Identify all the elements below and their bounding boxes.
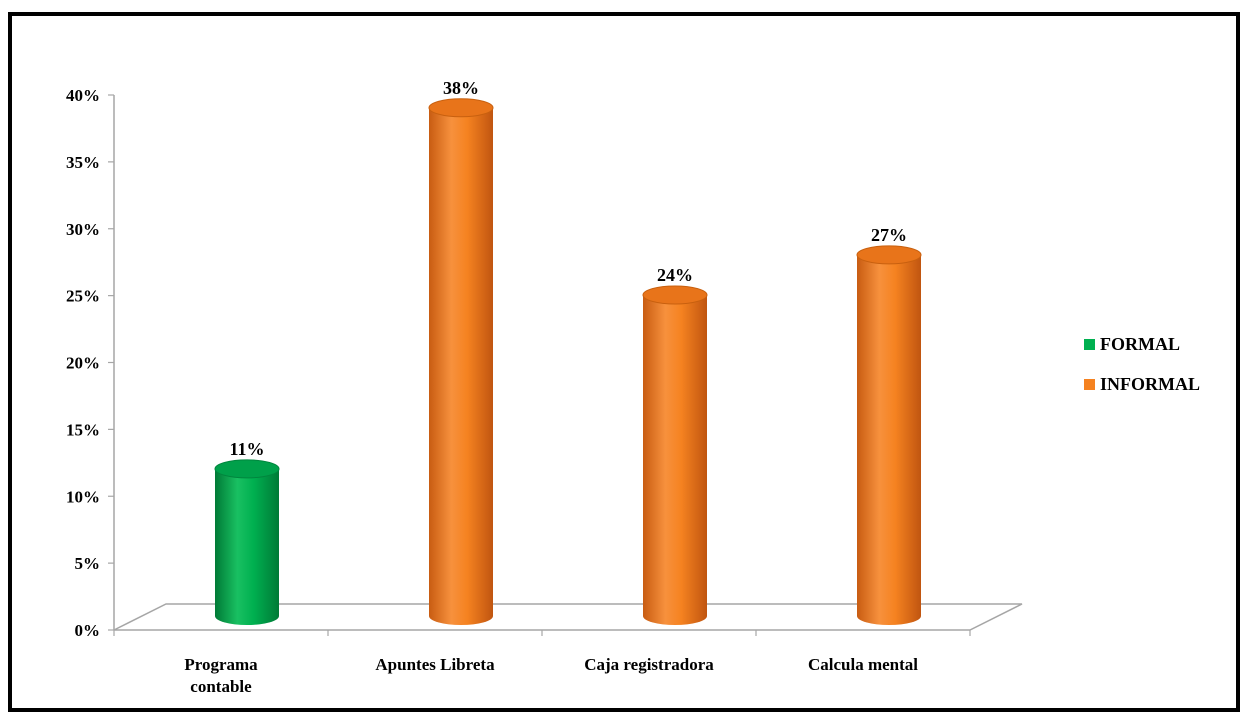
legend-label: INFORMAL	[1100, 374, 1200, 394]
legend-swatch	[1084, 379, 1095, 390]
legend-swatch	[1084, 339, 1095, 350]
y-tick-label: 30%	[66, 220, 100, 239]
legend-item-informal: INFORMAL	[1084, 374, 1200, 394]
bar-top	[856, 245, 922, 265]
data-labels: 11% 38% 24% 27%	[229, 78, 907, 459]
legend-item-formal: FORMAL	[1084, 334, 1180, 354]
y-tick-label: 5%	[75, 554, 101, 573]
chart-frame: 0% 5% 10% 15% 20% 25% 30% 35% 40% Programa contab…	[8, 12, 1240, 712]
category-label: Calcula mental	[808, 655, 918, 674]
y-tick-label: 15%	[66, 420, 100, 439]
y-tick-label: 0%	[75, 621, 101, 640]
bar-body	[857, 254, 921, 625]
y-tick-label: 40%	[66, 86, 100, 105]
y-tick-label: 35%	[66, 153, 100, 172]
category-label: Caja registradora	[584, 655, 714, 674]
bar-body	[215, 468, 279, 625]
bar-top	[214, 459, 280, 479]
bar-2	[642, 285, 708, 625]
y-tick-label: 10%	[66, 487, 100, 506]
bar-0	[214, 459, 280, 625]
legend-label: FORMAL	[1100, 334, 1180, 354]
bar-top	[642, 285, 708, 305]
data-label: 27%	[871, 225, 907, 245]
legend: FORMAL INFORMAL	[1084, 334, 1200, 394]
bar-body	[429, 107, 493, 625]
y-tick-label: 20%	[66, 354, 100, 373]
x-axis-categories: Programa contable Apuntes Libreta Caja regi…	[184, 655, 918, 696]
bar-chart: 0% 5% 10% 15% 20% 25% 30% 35% 40% Programa contab…	[66, 78, 1200, 696]
bar-body	[643, 295, 707, 625]
chart-floor	[113, 603, 1023, 631]
bar-3	[856, 245, 922, 625]
bars	[214, 98, 922, 625]
y-axis-ticks: 0% 5% 10% 15% 20% 25% 30% 35% 40%	[66, 86, 114, 640]
y-tick-label: 25%	[66, 287, 100, 306]
bar-1	[428, 98, 494, 625]
data-label: 11%	[229, 439, 264, 459]
category-label: Apuntes Libreta	[375, 655, 495, 674]
bar-top	[428, 98, 494, 118]
category-label: Programa contable	[184, 655, 258, 696]
data-label: 38%	[443, 78, 479, 98]
data-label: 24%	[657, 265, 693, 285]
